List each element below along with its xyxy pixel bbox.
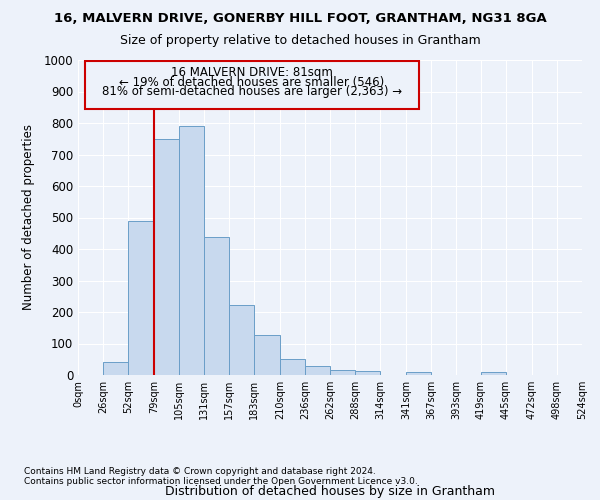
Bar: [280, 358, 305, 375]
Bar: [179, 126, 204, 375]
Bar: [204, 237, 229, 375]
Bar: [103, 362, 128, 375]
Bar: [330, 370, 355, 375]
Text: Contains public sector information licensed under the Open Government Licence v3: Contains public sector information licen…: [24, 477, 418, 486]
Bar: [128, 222, 154, 375]
Bar: [481, 372, 506, 375]
Text: 81% of semi-detached houses are larger (2,363) →: 81% of semi-detached houses are larger (…: [102, 85, 402, 98]
Bar: [406, 372, 431, 375]
Bar: [305, 366, 330, 375]
Text: Size of property relative to detached houses in Grantham: Size of property relative to detached ho…: [119, 34, 481, 47]
Text: 16 MALVERN DRIVE: 81sqm: 16 MALVERN DRIVE: 81sqm: [171, 66, 333, 80]
Text: Distribution of detached houses by size in Grantham: Distribution of detached houses by size …: [165, 484, 495, 498]
FancyBboxPatch shape: [85, 60, 419, 109]
Text: 16, MALVERN DRIVE, GONERBY HILL FOOT, GRANTHAM, NG31 8GA: 16, MALVERN DRIVE, GONERBY HILL FOOT, GR…: [53, 12, 547, 26]
Bar: [355, 371, 380, 375]
Text: Contains HM Land Registry data © Crown copyright and database right 2024.: Contains HM Land Registry data © Crown c…: [24, 467, 376, 476]
Y-axis label: Number of detached properties: Number of detached properties: [22, 124, 35, 310]
Text: ← 19% of detached houses are smaller (546): ← 19% of detached houses are smaller (54…: [119, 76, 385, 90]
Bar: [254, 334, 280, 375]
Bar: [154, 138, 179, 375]
Bar: [229, 305, 254, 375]
